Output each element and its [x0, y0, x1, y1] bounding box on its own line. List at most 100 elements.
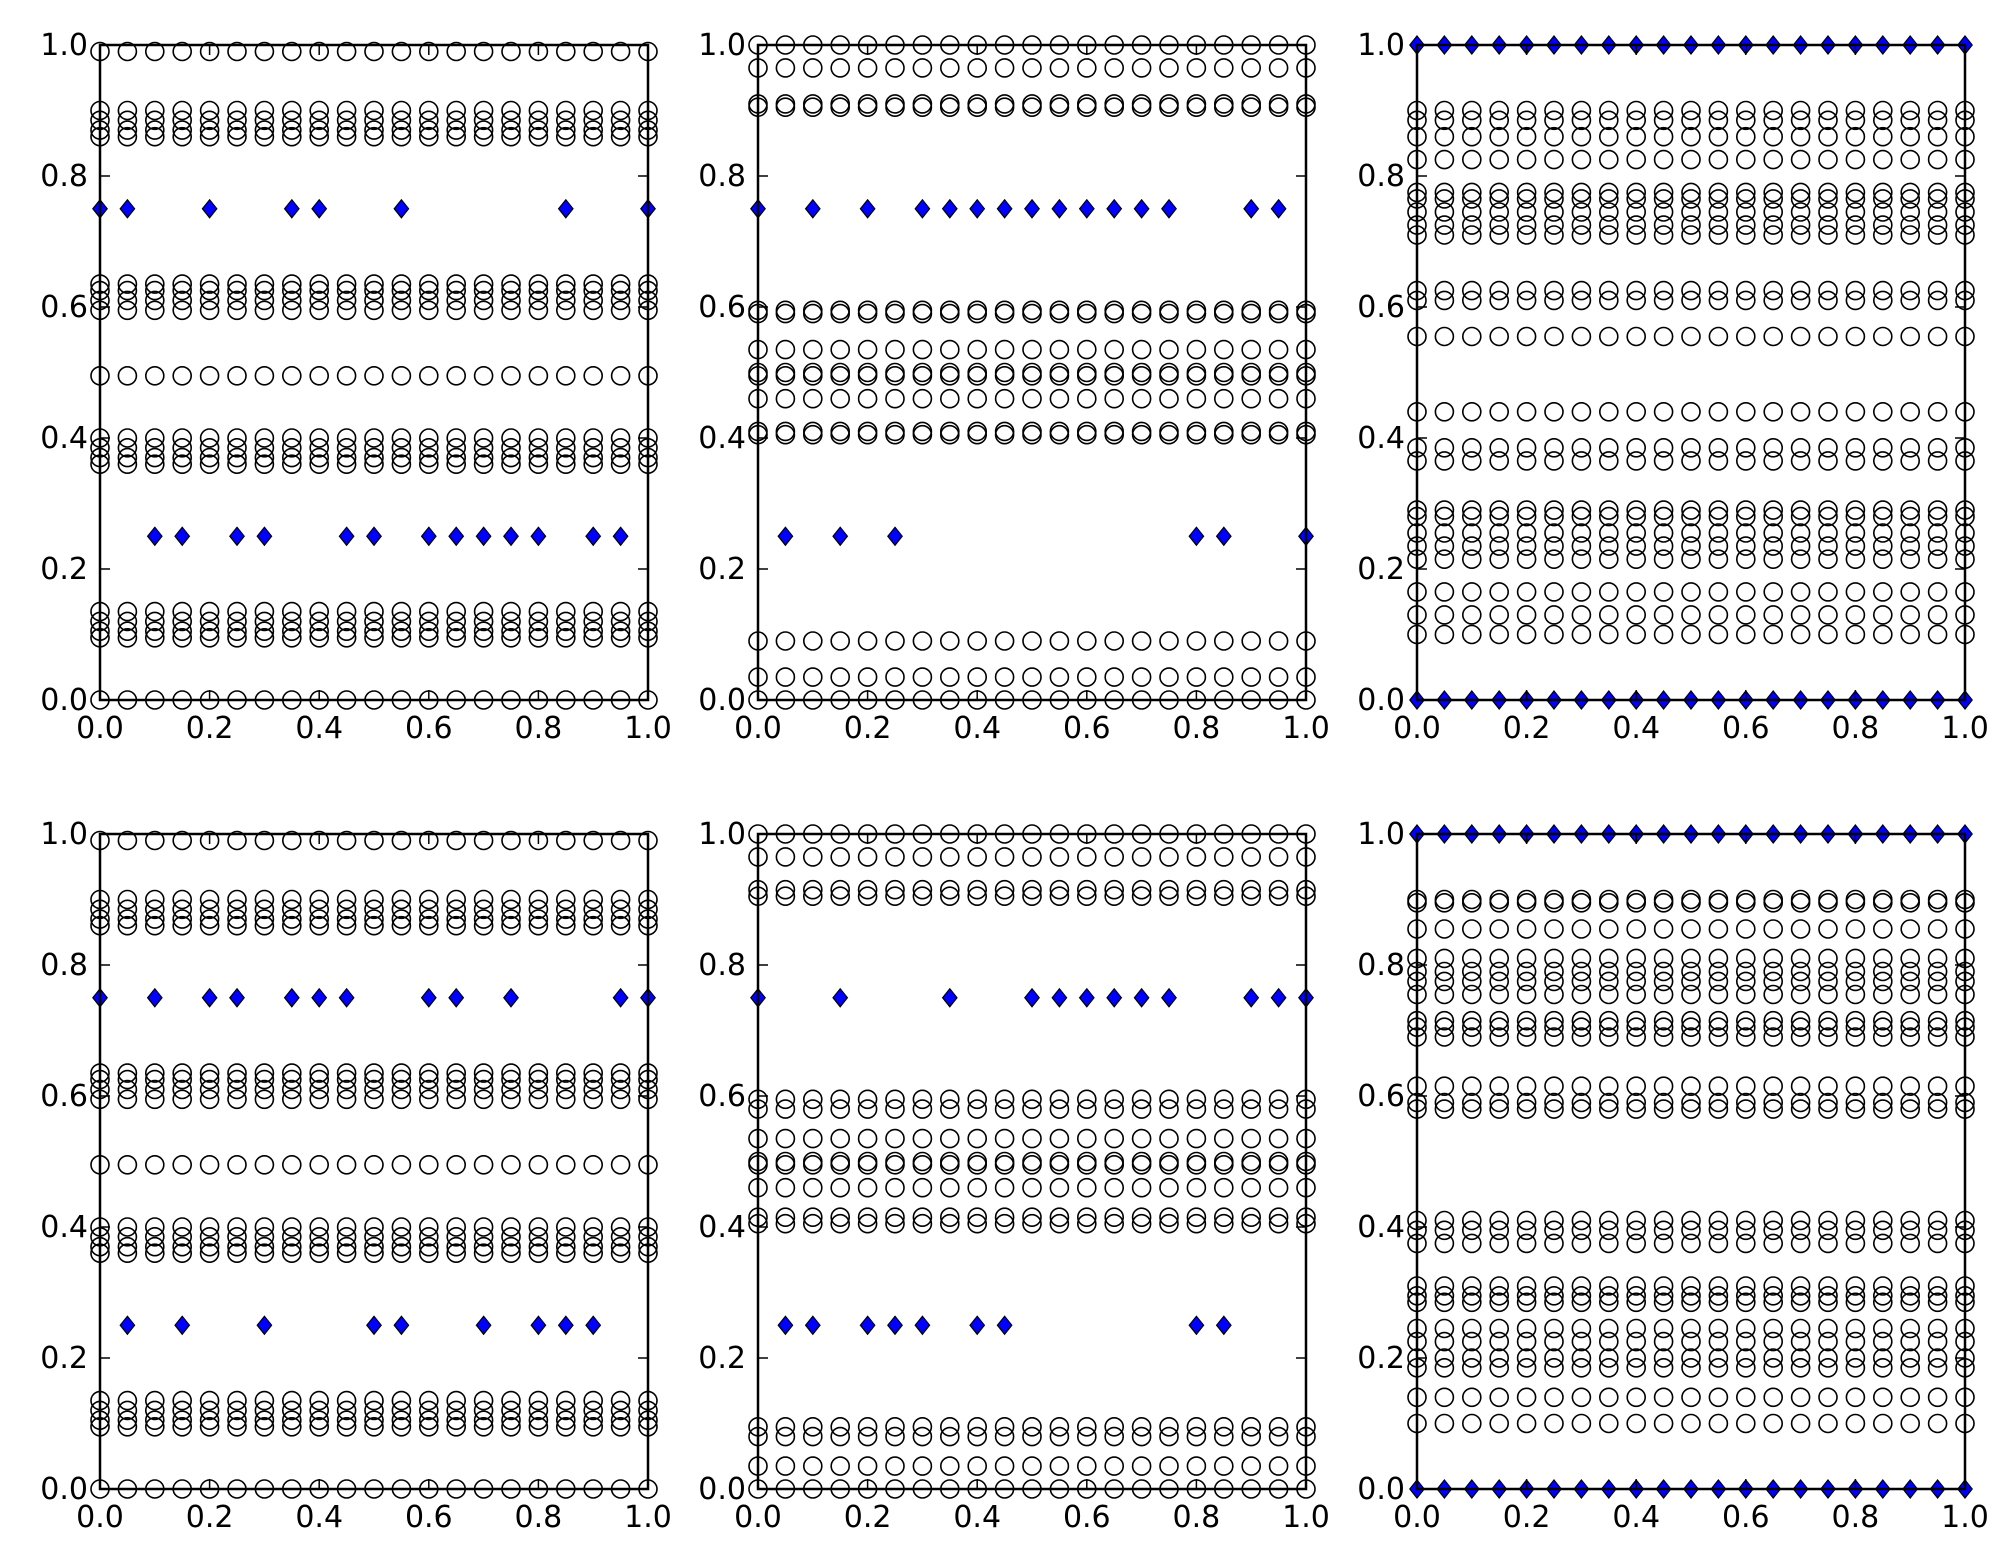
circle-marker [1159, 362, 1179, 383]
circle-marker [555, 280, 576, 301]
circle-marker [1544, 1233, 1564, 1254]
circle-marker [1653, 582, 1674, 602]
circle-marker [1571, 182, 1592, 203]
circle-marker [583, 830, 604, 851]
circle-marker [227, 41, 247, 62]
circle-marker [254, 454, 275, 475]
circle-marker [1873, 1292, 1893, 1313]
circle-marker [939, 1207, 960, 1227]
circle-marker [1681, 100, 1701, 121]
diamond-marker [420, 526, 437, 547]
circle-marker [610, 280, 631, 301]
circle-marker [1790, 437, 1811, 458]
circle-marker [885, 1128, 905, 1149]
circle-marker [281, 126, 302, 147]
subplot-top-right: 0.0 0.2 0.4 0.6 0.8 1.00.00.20.40.60.81.0 [1357, 28, 1989, 746]
circle-marker [418, 1410, 439, 1430]
circle-marker [364, 1400, 384, 1421]
circle-marker [309, 100, 330, 121]
circle-marker [1626, 1210, 1646, 1231]
circle-marker [1708, 1092, 1729, 1113]
circle-marker [1763, 971, 1783, 992]
circle-marker [1681, 401, 1701, 422]
circle-marker [364, 437, 384, 458]
x-tick-label: 0.4 [953, 1500, 1001, 1535]
circle-marker [1544, 1210, 1564, 1231]
circle-marker [1818, 326, 1838, 347]
circle-marker [1516, 189, 1537, 209]
circle-marker [1544, 290, 1564, 311]
circle-marker [1268, 667, 1289, 687]
circle-marker [391, 1227, 412, 1247]
circle-marker [1626, 500, 1646, 520]
circle-marker [857, 1089, 878, 1110]
circle-marker [1077, 886, 1097, 907]
circle-marker [446, 889, 467, 910]
x-tick-label: 0.2 [844, 711, 892, 746]
circle-marker [336, 428, 357, 448]
circle-marker [1626, 451, 1646, 471]
circle-marker [1214, 1417, 1234, 1437]
circle-marker [1708, 451, 1729, 471]
circle-marker [1599, 536, 1619, 556]
circle-marker [446, 100, 467, 121]
circle-marker [1763, 919, 1783, 939]
circle-marker [227, 1155, 247, 1175]
circle-marker [885, 886, 905, 907]
circle-marker [1104, 94, 1124, 114]
circle-marker [1462, 110, 1482, 131]
circle-marker [391, 1410, 412, 1430]
circle-marker [391, 1243, 412, 1263]
circle-marker [1462, 582, 1482, 602]
circle-marker [1873, 401, 1893, 422]
circle-marker [1049, 886, 1070, 907]
circle-marker [1845, 215, 1866, 235]
circle-marker [117, 1063, 138, 1083]
circle-marker [1186, 1089, 1207, 1110]
circle-marker [610, 601, 631, 622]
circle-marker [1900, 506, 1920, 527]
diamond-marker [969, 1315, 986, 1336]
circle-marker [994, 421, 1015, 442]
circle-marker [1653, 1292, 1674, 1313]
circle-marker [117, 1400, 138, 1421]
circle-marker [1626, 889, 1646, 910]
circle-marker [145, 274, 165, 294]
circle-marker [1462, 1210, 1482, 1231]
circle-marker [1159, 94, 1179, 114]
circle-marker [1489, 1027, 1509, 1047]
circle-marker [1653, 1358, 1674, 1378]
circle-marker [994, 1089, 1015, 1110]
circle-marker [857, 879, 878, 900]
circle-marker [1790, 1099, 1811, 1119]
circle-marker [1818, 215, 1838, 235]
circle-marker [1159, 1177, 1179, 1198]
circle-marker [501, 909, 521, 929]
circle-marker [1077, 339, 1097, 360]
circle-marker [254, 1410, 275, 1430]
circle-marker [1599, 182, 1619, 203]
circle-marker [309, 41, 330, 62]
circle-marker [1434, 1276, 1455, 1296]
circle-marker [1818, 437, 1838, 458]
circle-marker [1736, 326, 1756, 347]
circle-marker [1873, 1092, 1893, 1113]
circle-marker [1022, 886, 1042, 907]
circle-marker [1736, 1292, 1756, 1313]
circle-marker [446, 428, 467, 448]
circle-marker [1544, 1276, 1564, 1296]
circle-marker [199, 627, 220, 648]
circle-marker [336, 830, 357, 851]
circle-marker [1708, 215, 1729, 235]
circle-marker [1516, 1017, 1537, 1037]
circle-marker [117, 274, 138, 294]
circle-marker [528, 1400, 549, 1421]
circle-marker [1900, 1276, 1920, 1296]
circle-marker [1927, 1318, 1948, 1339]
circle-marker [1489, 624, 1509, 645]
circle-marker [583, 1243, 604, 1263]
circle-marker [1845, 1286, 1866, 1306]
circle-marker [1626, 1076, 1646, 1096]
circle-marker [857, 1177, 878, 1198]
circle-marker [1818, 126, 1838, 147]
